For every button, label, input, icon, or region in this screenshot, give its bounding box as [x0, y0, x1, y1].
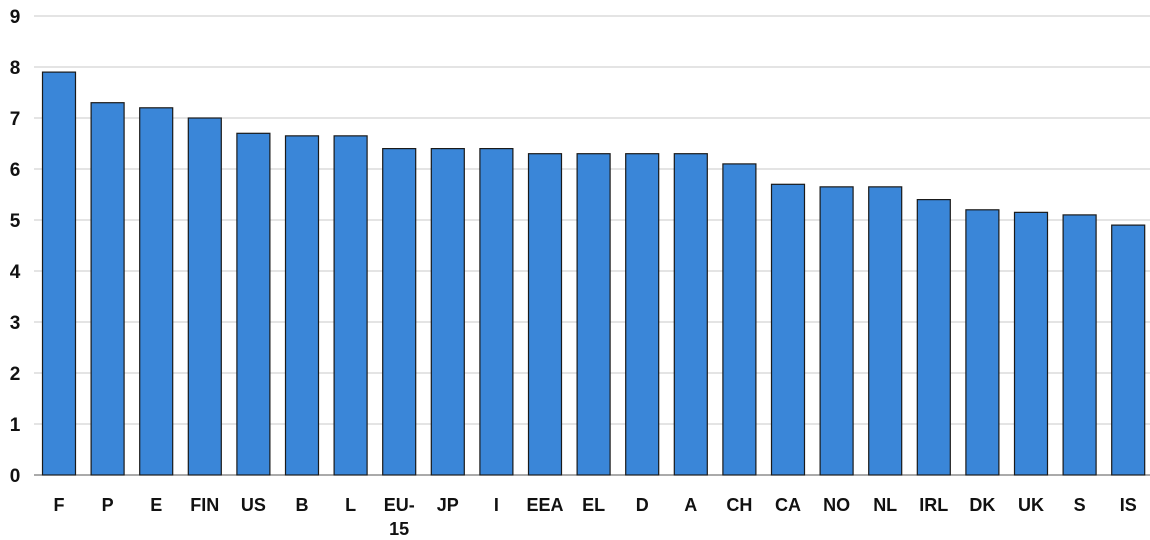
x-category-label: UK	[1018, 495, 1044, 515]
bar	[41, 71, 77, 476]
bar	[187, 117, 222, 476]
bar	[625, 153, 660, 476]
bar	[236, 132, 271, 476]
bar	[1062, 214, 1097, 476]
x-category-label: F	[54, 495, 65, 515]
y-tick-label: 5	[10, 211, 21, 232]
bar	[576, 153, 611, 476]
bar	[1111, 224, 1146, 476]
y-axis-tick-labels: 0 1 2 3 4 5 6 7 8 9	[10, 7, 21, 487]
bar	[770, 183, 806, 476]
x-category-label: NO	[823, 495, 850, 515]
x-category-label: IS	[1120, 495, 1137, 515]
x-category-label: L	[345, 495, 356, 515]
y-tick-label: 0	[10, 466, 21, 487]
bar	[382, 148, 417, 476]
bar	[479, 148, 514, 476]
bars-layer	[41, 71, 1146, 476]
y-tick-label: 8	[10, 58, 21, 79]
x-category-label: EL	[582, 495, 605, 515]
y-tick-label: 2	[10, 364, 21, 385]
x-category-label: JP	[437, 495, 459, 515]
x-category-label: CH	[726, 495, 752, 515]
x-category-label: NL	[873, 495, 897, 515]
x-category-label: B	[296, 495, 309, 515]
y-tick-label: 3	[10, 313, 21, 334]
bar	[90, 102, 125, 476]
bar	[916, 199, 951, 476]
bar	[333, 135, 368, 476]
x-category-label: DK	[969, 495, 995, 515]
y-tick-label: 7	[10, 109, 21, 130]
x-category-label: CA	[775, 495, 801, 515]
x-category-label: US	[241, 495, 266, 515]
bar	[965, 209, 1000, 476]
y-tick-label: 1	[10, 415, 21, 436]
y-tick-label: 6	[10, 160, 21, 181]
x-category-label: E	[150, 495, 162, 515]
bar	[430, 148, 465, 476]
bar	[527, 153, 563, 476]
bar	[139, 107, 174, 476]
bar	[722, 163, 757, 476]
x-category-label: I	[494, 495, 499, 515]
x-category-label: S	[1074, 495, 1086, 515]
x-category-label: A	[684, 495, 697, 515]
bar	[819, 186, 854, 476]
bar	[673, 153, 708, 476]
x-category-label: EU-15	[384, 495, 415, 539]
bar	[284, 135, 320, 476]
x-axis-category-labels: F P E FIN US B L EU-15 JP I EEA EL D A CH CA NO NL IRL DK UK…	[54, 495, 1137, 539]
x-category-label: IRL	[919, 495, 948, 515]
x-category-label: EEA	[526, 495, 563, 515]
bar	[1013, 211, 1049, 476]
x-category-label: D	[636, 495, 649, 515]
x-category-label: P	[102, 495, 114, 515]
y-tick-label: 9	[10, 7, 21, 28]
y-tick-label: 4	[10, 262, 21, 283]
x-category-label: FIN	[190, 495, 219, 515]
bar	[868, 186, 903, 476]
